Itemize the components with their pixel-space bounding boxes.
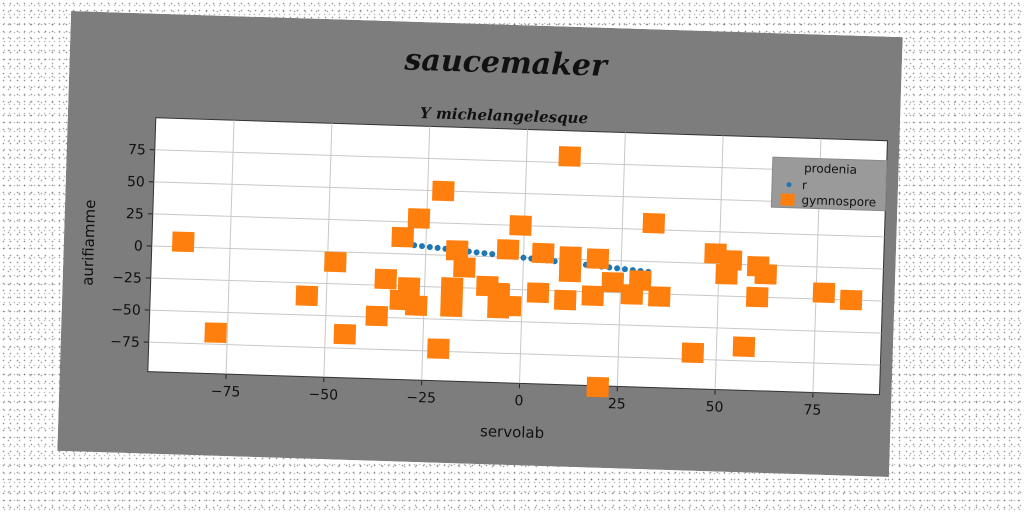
data-point-gymnospore (642, 212, 666, 234)
chart-title: saucemaker (403, 43, 610, 84)
data-point-gymnospore (754, 263, 778, 285)
data-point-gymnospore (407, 208, 431, 229)
x-tick-label: 50 (705, 399, 723, 416)
data-point-gymnospore (171, 231, 195, 253)
legend-label-gymnospore: gymnospore (801, 193, 876, 209)
data-point-gymnospore (509, 215, 532, 236)
data-point-gymnospore (558, 146, 582, 167)
x-tick-label: 75 (803, 402, 821, 419)
x-grid-line (225, 120, 235, 375)
data-point-gymnospore (498, 295, 522, 317)
scatter-chart: saucemaker Y michelangelesque −75 −50 −25 0… (57, 11, 903, 477)
data-point-gymnospore (432, 180, 455, 202)
data-point-gymnospore (715, 263, 738, 285)
y-axis-label: aurifiamme (78, 199, 99, 286)
data-point-r (434, 244, 441, 251)
x-grid-line (323, 123, 333, 378)
data-point-gymnospore (745, 286, 769, 308)
data-point-gymnospore (681, 342, 705, 364)
data-point-r (621, 266, 628, 273)
data-point-r (426, 244, 433, 251)
y-tick-label: −50 (111, 302, 141, 319)
data-point-gymnospore (559, 246, 582, 267)
data-point-gymnospore (295, 285, 319, 307)
y-grid-line (149, 309, 882, 334)
data-point-gymnospore (812, 282, 836, 304)
y-grid-line (148, 341, 881, 366)
data-point-r (473, 249, 480, 256)
data-point-gymnospore (586, 376, 610, 398)
data-point-gymnospore (526, 282, 550, 304)
data-point-gymnospore (374, 268, 398, 290)
x-tick-label: −50 (308, 387, 338, 404)
chart-subtitle: Y michelangelesque (420, 104, 589, 127)
data-point-r (419, 243, 426, 250)
y-tick-label: 75 (128, 142, 146, 159)
data-point-gymnospore (365, 305, 389, 327)
data-point-gymnospore (558, 261, 582, 283)
data-point-gymnospore (440, 296, 463, 318)
legend-marker-gymnospore (780, 193, 795, 206)
x-axis-label: servolab (480, 422, 545, 442)
data-point-gymnospore (324, 251, 347, 273)
data-point-gymnospore (440, 277, 464, 298)
legend: prodenia r gymnospore (770, 156, 888, 212)
x-tick-label: −75 (210, 384, 240, 401)
data-point-r (520, 254, 527, 261)
data-point-gymnospore (586, 248, 610, 270)
x-tick-label: −25 (406, 390, 436, 407)
chart-figure: saucemaker Y michelangelesque −75 −50 −25 0… (57, 11, 903, 477)
data-point-r (614, 265, 621, 272)
x-axis-ticks: −75 −50 −25 0 25 50 75 (210, 374, 822, 419)
legend-title: prodenia (804, 161, 857, 177)
legend-label-r: r (802, 178, 807, 192)
data-point-gymnospore (404, 295, 428, 316)
y-tick-label: 25 (126, 206, 144, 223)
data-point-gymnospore (453, 257, 476, 278)
x-tick-label: 0 (514, 393, 523, 409)
data-point-gymnospore (581, 285, 605, 307)
y-axis-ticks: −75 −50 −25 0 25 50 75 (110, 142, 155, 351)
data-point-r (481, 250, 488, 257)
x-tick-label: 25 (608, 396, 626, 413)
data-point-r (489, 251, 496, 258)
y-grid-line (154, 149, 887, 174)
data-point-gymnospore (732, 336, 756, 358)
data-point-gymnospore (531, 242, 555, 264)
data-point-gymnospore (333, 323, 357, 345)
data-point-gymnospore (427, 338, 450, 360)
x-grid-line (616, 132, 626, 387)
y-tick-label: −75 (110, 334, 140, 351)
y-tick-label: −25 (112, 270, 142, 287)
data-point-gymnospore (628, 270, 652, 291)
series-layer (171, 146, 863, 398)
data-point-gymnospore (204, 322, 227, 344)
y-grid-line (153, 181, 886, 206)
data-point-gymnospore (601, 271, 625, 293)
y-tick-label: 0 (134, 238, 143, 254)
data-point-gymnospore (496, 239, 520, 260)
data-point-gymnospore (839, 289, 863, 311)
series-gymnospore (171, 146, 863, 398)
y-tick-label: 50 (127, 174, 145, 191)
legend-box (770, 156, 888, 212)
data-point-gymnospore (445, 240, 469, 261)
x-grid-line (421, 126, 431, 381)
data-point-gymnospore (648, 286, 671, 307)
legend-marker-r (786, 182, 792, 188)
data-point-gymnospore (391, 226, 415, 248)
data-point-gymnospore (553, 289, 577, 311)
